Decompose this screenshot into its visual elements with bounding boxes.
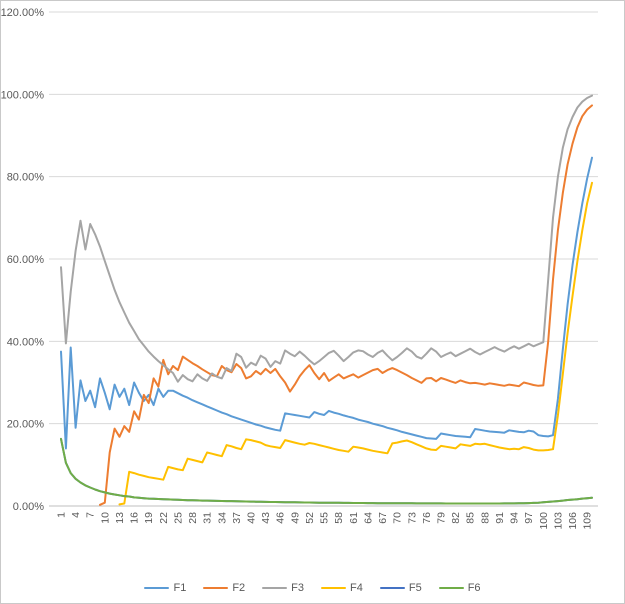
x-axis-tick-label: 82: [450, 512, 462, 524]
x-axis-tick-label: 94: [509, 512, 521, 524]
y-axis-tick-label: 0.00%: [13, 501, 44, 513]
legend-item-f5[interactable]: F5: [379, 581, 422, 594]
x-axis-tick-label: 85: [465, 512, 477, 524]
legend-line-swatch-f4: [321, 586, 346, 590]
x-axis-tick-label: 31: [202, 512, 214, 524]
x-axis-tick-label: 103: [552, 512, 564, 530]
series-line-f2: [99, 104, 593, 506]
x-axis-tick-label: 64: [362, 512, 374, 524]
legend-label: F5: [408, 581, 422, 594]
x-axis-tick-label: 88: [479, 512, 491, 524]
series-line-f6: [60, 437, 593, 505]
legend-line-swatch-f5: [379, 586, 405, 590]
x-axis-tick-label: 4: [70, 512, 82, 518]
x-axis-tick-label: 73: [406, 512, 418, 524]
x-axis-tick-label: 25: [172, 512, 184, 524]
chart-legend: F1 F2 F3 F4 F5 F6: [1, 579, 624, 597]
legend-item-f1[interactable]: F1: [144, 581, 187, 594]
series-line-f1: [60, 156, 593, 450]
legend-label: F2: [232, 581, 246, 594]
x-axis-tick-label: 40: [245, 512, 257, 524]
x-axis-tick-label: 79: [435, 512, 447, 524]
x-axis-tick-label: 46: [275, 512, 287, 524]
y-axis-tick-label: 60.00%: [7, 254, 45, 266]
x-axis-tick-label: 67: [377, 512, 389, 524]
legend-item-f2[interactable]: F2: [203, 581, 246, 594]
x-axis-tick-label: 7: [85, 512, 97, 518]
y-axis-tick-label: 100.00%: [1, 89, 44, 101]
x-axis-tick-label: 43: [260, 512, 272, 524]
y-axis-tick-label: 120.00%: [1, 7, 44, 19]
x-axis-tick-label: 34: [216, 512, 228, 524]
legend-item-f4[interactable]: F4: [321, 581, 363, 594]
legend-label: F6: [467, 581, 481, 594]
legend-line-swatch-f6: [438, 586, 464, 590]
legend-line-swatch-f1: [144, 586, 170, 590]
x-axis-tick-label: 16: [129, 512, 141, 524]
x-axis-tick-label: 58: [333, 512, 345, 524]
legend-label: F1: [173, 581, 187, 594]
x-axis-tick-label: 28: [187, 512, 199, 524]
legend-line-swatch-f2: [203, 586, 229, 590]
x-axis-tick-label: 91: [494, 512, 506, 524]
legend-item-f3[interactable]: F3: [262, 581, 304, 594]
x-axis-tick-label: 97: [523, 512, 535, 524]
x-axis-tick-label: 19: [143, 512, 155, 524]
x-axis-tick-label: 37: [231, 512, 243, 524]
y-axis-tick-label: 20.00%: [7, 419, 45, 431]
x-axis-tick-label: 70: [392, 512, 404, 524]
x-axis-tick-label: 109: [582, 512, 594, 530]
x-axis-tick-label: 1: [56, 512, 68, 518]
x-axis-tick-label: 49: [289, 512, 301, 524]
x-axis-tick-label: 13: [114, 512, 126, 524]
x-axis-tick-label: 100: [538, 512, 550, 530]
y-axis-tick-label: 80.00%: [7, 172, 45, 184]
legend-label: F4: [350, 581, 363, 594]
legend-item-f6[interactable]: F6: [438, 581, 481, 594]
x-axis-tick-label: 52: [304, 512, 316, 524]
series-line-f4: [118, 181, 593, 506]
x-axis-tick-label: 10: [99, 512, 111, 524]
legend-line-swatch-f3: [262, 586, 288, 590]
legend-label: F3: [291, 581, 304, 594]
series-line-f3: [60, 94, 593, 383]
x-axis-tick-label: 55: [319, 512, 331, 524]
x-axis-tick-label: 76: [421, 512, 433, 524]
y-axis-tick-label: 40.00%: [7, 336, 45, 348]
x-axis-tick-label: 106: [567, 512, 579, 530]
x-axis-tick-label: 22: [158, 512, 170, 524]
x-axis-tick-label: 61: [348, 512, 360, 524]
